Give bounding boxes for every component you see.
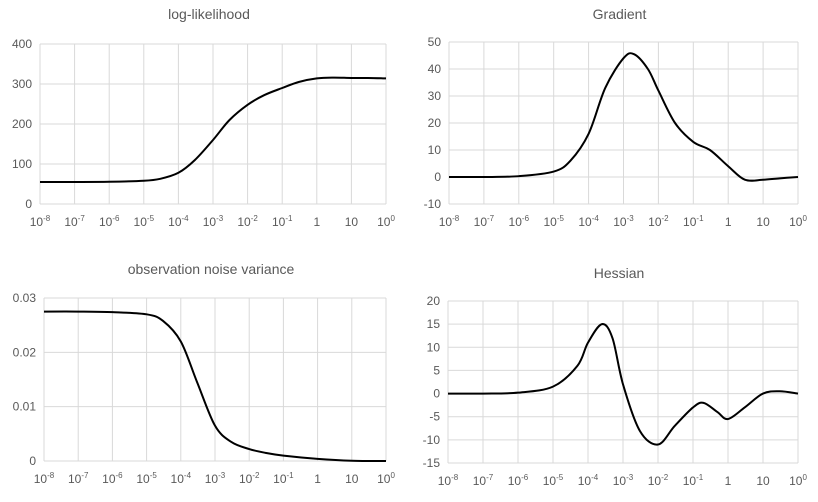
x-tick-label: 10-8 <box>438 473 459 488</box>
y-tick-label: -5 <box>429 410 440 424</box>
x-tick-label: 10-6 <box>102 471 123 486</box>
y-tick-label: 0.03 <box>13 291 37 305</box>
x-tick-label: 1 <box>314 472 321 486</box>
x-tick-label: 10-3 <box>205 471 226 486</box>
y-tick-label: 0.01 <box>13 400 37 414</box>
x-tick-label: 10-1 <box>272 214 293 229</box>
x-tick-label: 1 <box>725 215 732 229</box>
x-tick-label: 100 <box>377 471 395 486</box>
x-tick-label: 10-7 <box>474 214 495 229</box>
x-tick-label: 10-4 <box>168 214 189 229</box>
x-tick-label: 10 <box>345 215 359 229</box>
x-tick-label: 1 <box>725 474 732 488</box>
x-tick-label: 10-3 <box>613 473 634 488</box>
x-tick-label: 10-2 <box>239 471 260 486</box>
x-tick-label: 10-3 <box>203 214 224 229</box>
x-tick-label: 100 <box>789 473 807 488</box>
x-tick-label: 10-3 <box>613 214 634 229</box>
y-tick-label: 200 <box>12 117 32 131</box>
x-tick-label: 10 <box>345 472 359 486</box>
y-tick-label: 20 <box>428 116 442 130</box>
y-tick-label: 400 <box>12 37 32 51</box>
x-tick-label: 10 <box>756 215 770 229</box>
y-tick-label: 0 <box>25 197 32 211</box>
y-tick-label: -10 <box>424 197 442 211</box>
x-tick-label: 100 <box>377 214 395 229</box>
y-tick-label: 5 <box>433 363 440 377</box>
chart-title: observation noise variance <box>128 261 295 277</box>
x-tick-label: 10-7 <box>64 214 85 229</box>
x-tick-label: 10-8 <box>439 214 460 229</box>
y-tick-label: 20 <box>427 294 441 308</box>
chart-title: Gradient <box>593 6 647 22</box>
x-tick-label: 10-7 <box>473 473 494 488</box>
y-tick-label: 10 <box>427 340 441 354</box>
y-tick-label: 300 <box>12 77 32 91</box>
y-tick-label: 100 <box>12 157 32 171</box>
y-tick-label: 0 <box>433 387 440 401</box>
x-tick-label: 10-1 <box>683 214 704 229</box>
x-tick-label: 1 <box>313 215 320 229</box>
y-tick-label: 40 <box>428 62 442 76</box>
x-tick-label: 10-6 <box>509 214 530 229</box>
y-tick-label: 0 <box>434 170 441 184</box>
x-tick-label: 10-4 <box>578 214 599 229</box>
y-tick-label: 0.02 <box>13 345 37 359</box>
x-tick-label: 100 <box>789 214 807 229</box>
x-tick-label: 10-5 <box>134 214 155 229</box>
x-tick-label: 10-4 <box>578 473 599 488</box>
x-tick-label: 10-8 <box>34 471 55 486</box>
x-tick-label: 10 <box>756 474 770 488</box>
series-line <box>39 76 387 184</box>
y-tick-label: -10 <box>423 433 441 447</box>
x-tick-label: 10-2 <box>648 214 669 229</box>
y-tick-label: 10 <box>428 143 442 157</box>
x-tick-label: 10-1 <box>273 471 294 486</box>
chart-title: Hessian <box>594 265 645 281</box>
x-tick-label: 10-6 <box>508 473 529 488</box>
y-tick-label: 0 <box>29 454 36 468</box>
y-tick-label: 15 <box>427 317 441 331</box>
x-tick-label: 10-5 <box>136 471 157 486</box>
x-tick-label: 10-2 <box>237 214 258 229</box>
x-tick-label: 10-7 <box>68 471 89 486</box>
series-line <box>448 52 799 182</box>
x-tick-label: 10-8 <box>30 214 51 229</box>
x-tick-label: 10-2 <box>648 473 669 488</box>
y-tick-label: 50 <box>428 35 442 49</box>
x-tick-label: 10-5 <box>543 473 564 488</box>
x-tick-label: 10-5 <box>543 214 564 229</box>
y-tick-label: -15 <box>423 456 441 470</box>
chart-title: log-likelihood <box>168 6 250 22</box>
x-tick-label: 10-6 <box>99 214 120 229</box>
series-line <box>447 323 799 446</box>
x-tick-label: 10-4 <box>171 471 192 486</box>
x-tick-label: 10-1 <box>683 473 704 488</box>
series-line <box>43 310 387 462</box>
y-tick-label: 30 <box>428 89 442 103</box>
